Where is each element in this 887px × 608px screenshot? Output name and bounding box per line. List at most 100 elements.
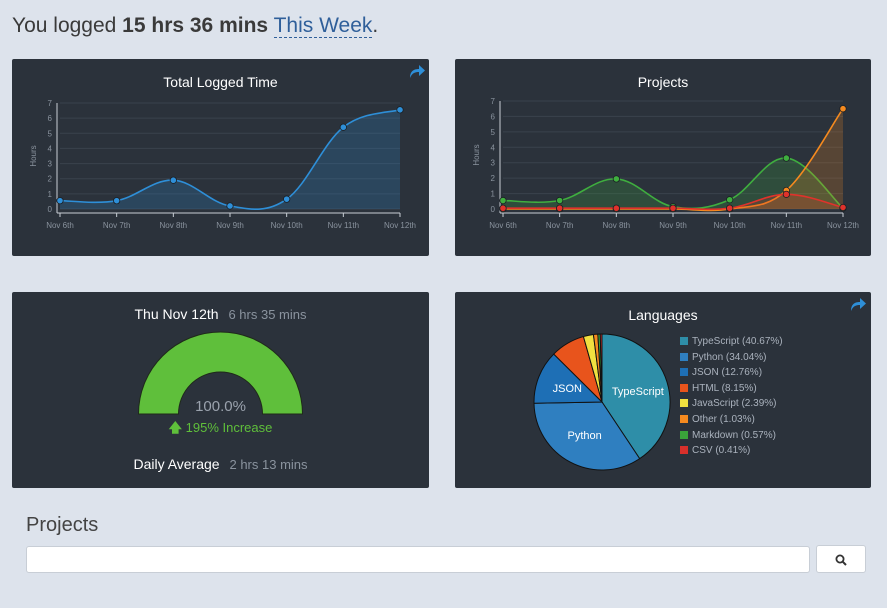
data-point	[669, 204, 677, 212]
x-tick-label: Nov 6th	[489, 221, 517, 230]
legend-item: JSON (12.76%)	[680, 367, 762, 378]
languages-pie-chart: TypeScript Python JSON	[533, 333, 671, 471]
daily-day-label: Thu Nov 12th	[134, 306, 219, 322]
x-tick-label: Nov 6th	[46, 221, 74, 230]
search-icon	[835, 554, 847, 566]
x-tick-label: Nov 12th	[827, 221, 859, 230]
series-area	[503, 158, 843, 209]
projects-section-title: Projects	[26, 514, 99, 536]
legend-label: CSV (0.41%)	[692, 445, 751, 457]
x-tick-label: Nov 10th	[271, 221, 303, 230]
series-area	[503, 108, 843, 211]
data-point	[782, 154, 790, 162]
y-tick-label: 5	[491, 128, 496, 137]
data-point	[396, 106, 404, 114]
languages-title: Languages	[628, 307, 698, 323]
x-tick-label: Nov 10th	[714, 221, 746, 230]
legend-label: TypeScript (40.67%)	[692, 336, 783, 347]
legend-swatch	[680, 430, 688, 439]
gauge-arc	[137, 331, 304, 415]
date-range-link[interactable]: This Week	[273, 14, 373, 38]
headline-space	[268, 14, 273, 37]
y-tick-label: 1	[48, 190, 53, 199]
legend-label: JavaScript (2.39%)	[692, 398, 777, 410]
y-tick-label: 7	[491, 97, 496, 106]
daily-day-row: Thu Nov 12th 6 hrs 35 mins	[12, 306, 429, 322]
total-logged-time-title: Total Logged Time	[163, 74, 278, 90]
share-icon[interactable]	[408, 63, 426, 79]
legend-swatch	[680, 399, 688, 408]
pie-slice-label: TypeScript	[612, 386, 664, 398]
data-point	[339, 123, 347, 131]
y-tick-label: 2	[48, 175, 53, 184]
y-tick-label: 6	[491, 112, 496, 121]
gauge-percent: 100.0%	[195, 398, 246, 415]
legend-item: HTML (8.15%)	[680, 383, 757, 394]
legend-swatch	[680, 415, 688, 423]
y-axis-label: Hours	[472, 144, 481, 165]
headline-total: 15 hrs 36 mins	[122, 14, 269, 37]
x-tick-label: Nov 9th	[216, 221, 244, 230]
logged-time-headline: You logged 15 hrs 36 mins This Week.	[12, 14, 378, 38]
x-tick-label: Nov 7th	[546, 221, 574, 230]
data-point	[169, 176, 177, 184]
data-point	[226, 202, 234, 210]
x-tick-label: Nov 11th	[771, 221, 802, 230]
daily-average-time: 2 hrs 13 mins	[229, 457, 308, 472]
series-area	[60, 109, 400, 210]
data-point	[556, 204, 564, 212]
y-tick-label: 7	[48, 99, 53, 108]
data-point	[839, 203, 847, 212]
data-point	[782, 190, 790, 198]
legend-item: JavaScript (2.39%)	[680, 398, 776, 409]
x-tick-label: Nov 8th	[160, 221, 188, 230]
headline-prefix: You logged	[12, 14, 123, 37]
legend-label: HTML (8.15%)	[692, 382, 757, 394]
y-tick-label: 3	[491, 159, 496, 168]
y-tick-label: 4	[491, 143, 496, 152]
legend-label: Other (1.03%)	[692, 414, 755, 425]
legend-swatch	[680, 352, 688, 361]
pie-slice-label: Python	[568, 430, 602, 442]
y-tick-label: 3	[48, 160, 53, 169]
data-point	[612, 175, 620, 183]
x-tick-label: Nov 9th	[659, 221, 687, 230]
arrow-up-icon: 🡅	[168, 420, 182, 435]
daily-summary-panel: Thu Nov 12th 6 hrs 35 mins 100.0% 🡅 195%…	[12, 292, 429, 488]
legend-swatch	[680, 337, 688, 345]
data-point	[612, 204, 620, 212]
languages-panel: Languages TypeScript Python JSON TypeScrip…	[455, 292, 871, 488]
data-point	[726, 196, 734, 204]
legend-swatch	[680, 446, 688, 455]
legend-item: Markdown (0.57%)	[680, 430, 776, 441]
increase-row: 🡅 195% Increase	[12, 419, 429, 441]
y-tick-label: 0	[491, 205, 496, 214]
daily-average-label: Daily Average	[133, 456, 220, 472]
data-point	[499, 204, 507, 212]
legend-swatch	[680, 383, 688, 392]
y-axis-label: Hours	[29, 145, 38, 166]
series-area	[503, 194, 843, 210]
legend-item: CSV (0.41%)	[680, 445, 750, 456]
x-tick-label: Nov 11th	[328, 221, 359, 230]
legend-item: TypeScript (40.67%)	[680, 336, 783, 347]
total-logged-time-panel: Total Logged Time 0 1 2 3 4 5 6 7 Hours Nov 6th No…	[12, 59, 429, 256]
headline-suffix: .	[372, 14, 379, 37]
daily-average-row: Daily Average 2 hrs 13 mins	[12, 456, 429, 472]
data-point	[499, 196, 507, 205]
x-tick-label: Nov 8th	[603, 221, 631, 230]
projects-search-button[interactable]	[816, 545, 866, 573]
projects-chart: 0 1 2 3 4 5 6 7 Hours Nov 6th Nov 7th Nov 8th Nov 9t…	[472, 97, 859, 230]
legend-swatch	[680, 368, 688, 377]
legend-label: JSON (12.76%)	[692, 367, 763, 379]
legend-label: Python (34.04%)	[692, 351, 767, 363]
y-tick-label: 0	[48, 205, 53, 214]
x-tick-label: Nov 12th	[384, 221, 416, 230]
y-tick-label: 1	[491, 190, 496, 199]
legend-item: Python (34.04%)	[680, 352, 767, 363]
data-point	[56, 197, 64, 205]
pie-slice-label: JSON	[553, 383, 582, 395]
projects-search-input[interactable]	[26, 546, 810, 573]
share-icon[interactable]	[849, 296, 867, 312]
projects-chart-title: Projects	[637, 74, 689, 90]
